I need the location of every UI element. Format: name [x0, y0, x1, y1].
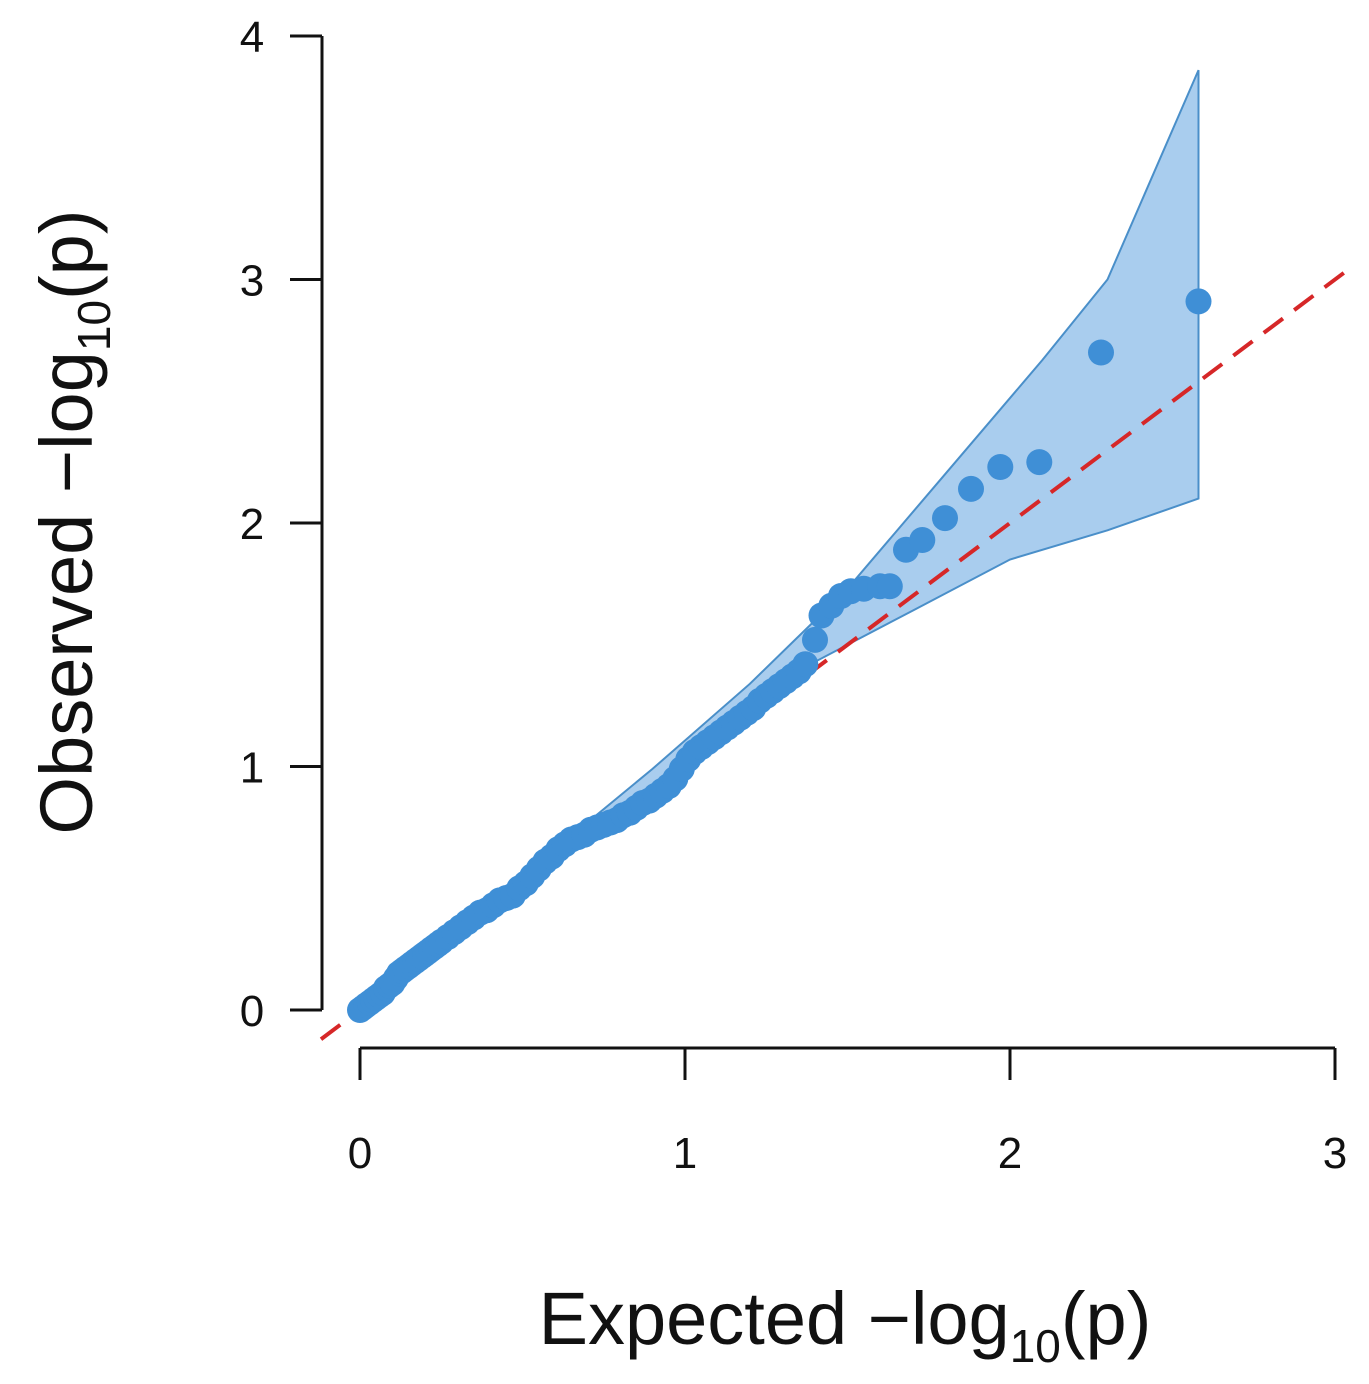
data-point-82 — [802, 626, 828, 653]
data-point-94 — [987, 454, 1014, 480]
data-point-93 — [958, 475, 984, 502]
x-axis-title: Expected −log10(p) — [539, 1277, 1152, 1372]
confidence-band-layer — [359, 69, 1200, 1012]
x-axis-title-suffix: (p) — [1061, 1277, 1151, 1360]
y-tick-label-1: 1 — [240, 744, 264, 793]
x-tick-label-3: 3 — [1323, 1129, 1347, 1178]
y-axis-title-prefix: Observed −log — [25, 351, 108, 834]
y-axis-title: Observed −log10(p) — [25, 210, 120, 835]
y-axis-ticks: 0 1 2 3 4 — [240, 13, 322, 1036]
y-tick-label-0: 0 — [240, 987, 264, 1036]
data-point-89 — [876, 573, 903, 600]
x-axis-title-prefix: Expected −log — [539, 1277, 1010, 1360]
y-axis-title-subscript: 10 — [68, 300, 120, 351]
x-tick-label-2: 2 — [998, 1129, 1022, 1178]
confidence-band — [359, 69, 1200, 1012]
y-tick-label-3: 3 — [240, 257, 264, 306]
x-tick-label-0: 0 — [348, 1129, 372, 1178]
data-point-97 — [1185, 288, 1212, 315]
x-axis-title-subscript: 10 — [1010, 1320, 1061, 1372]
x-axis-ticks: 0 1 2 3 — [348, 1048, 1347, 1178]
y-tick-label-4: 4 — [240, 13, 264, 62]
observed-points — [347, 288, 1212, 1023]
data-point-81 — [792, 651, 819, 678]
data-point-96 — [1088, 339, 1114, 366]
data-point-92 — [932, 505, 958, 532]
data-point-91 — [909, 527, 936, 553]
y-tick-label-2: 2 — [240, 500, 264, 549]
data-point-95 — [1026, 449, 1053, 476]
y-axis-title-suffix: (p) — [25, 210, 108, 300]
x-tick-label-1: 1 — [673, 1129, 697, 1178]
reference-line — [319, 263, 1356, 1041]
